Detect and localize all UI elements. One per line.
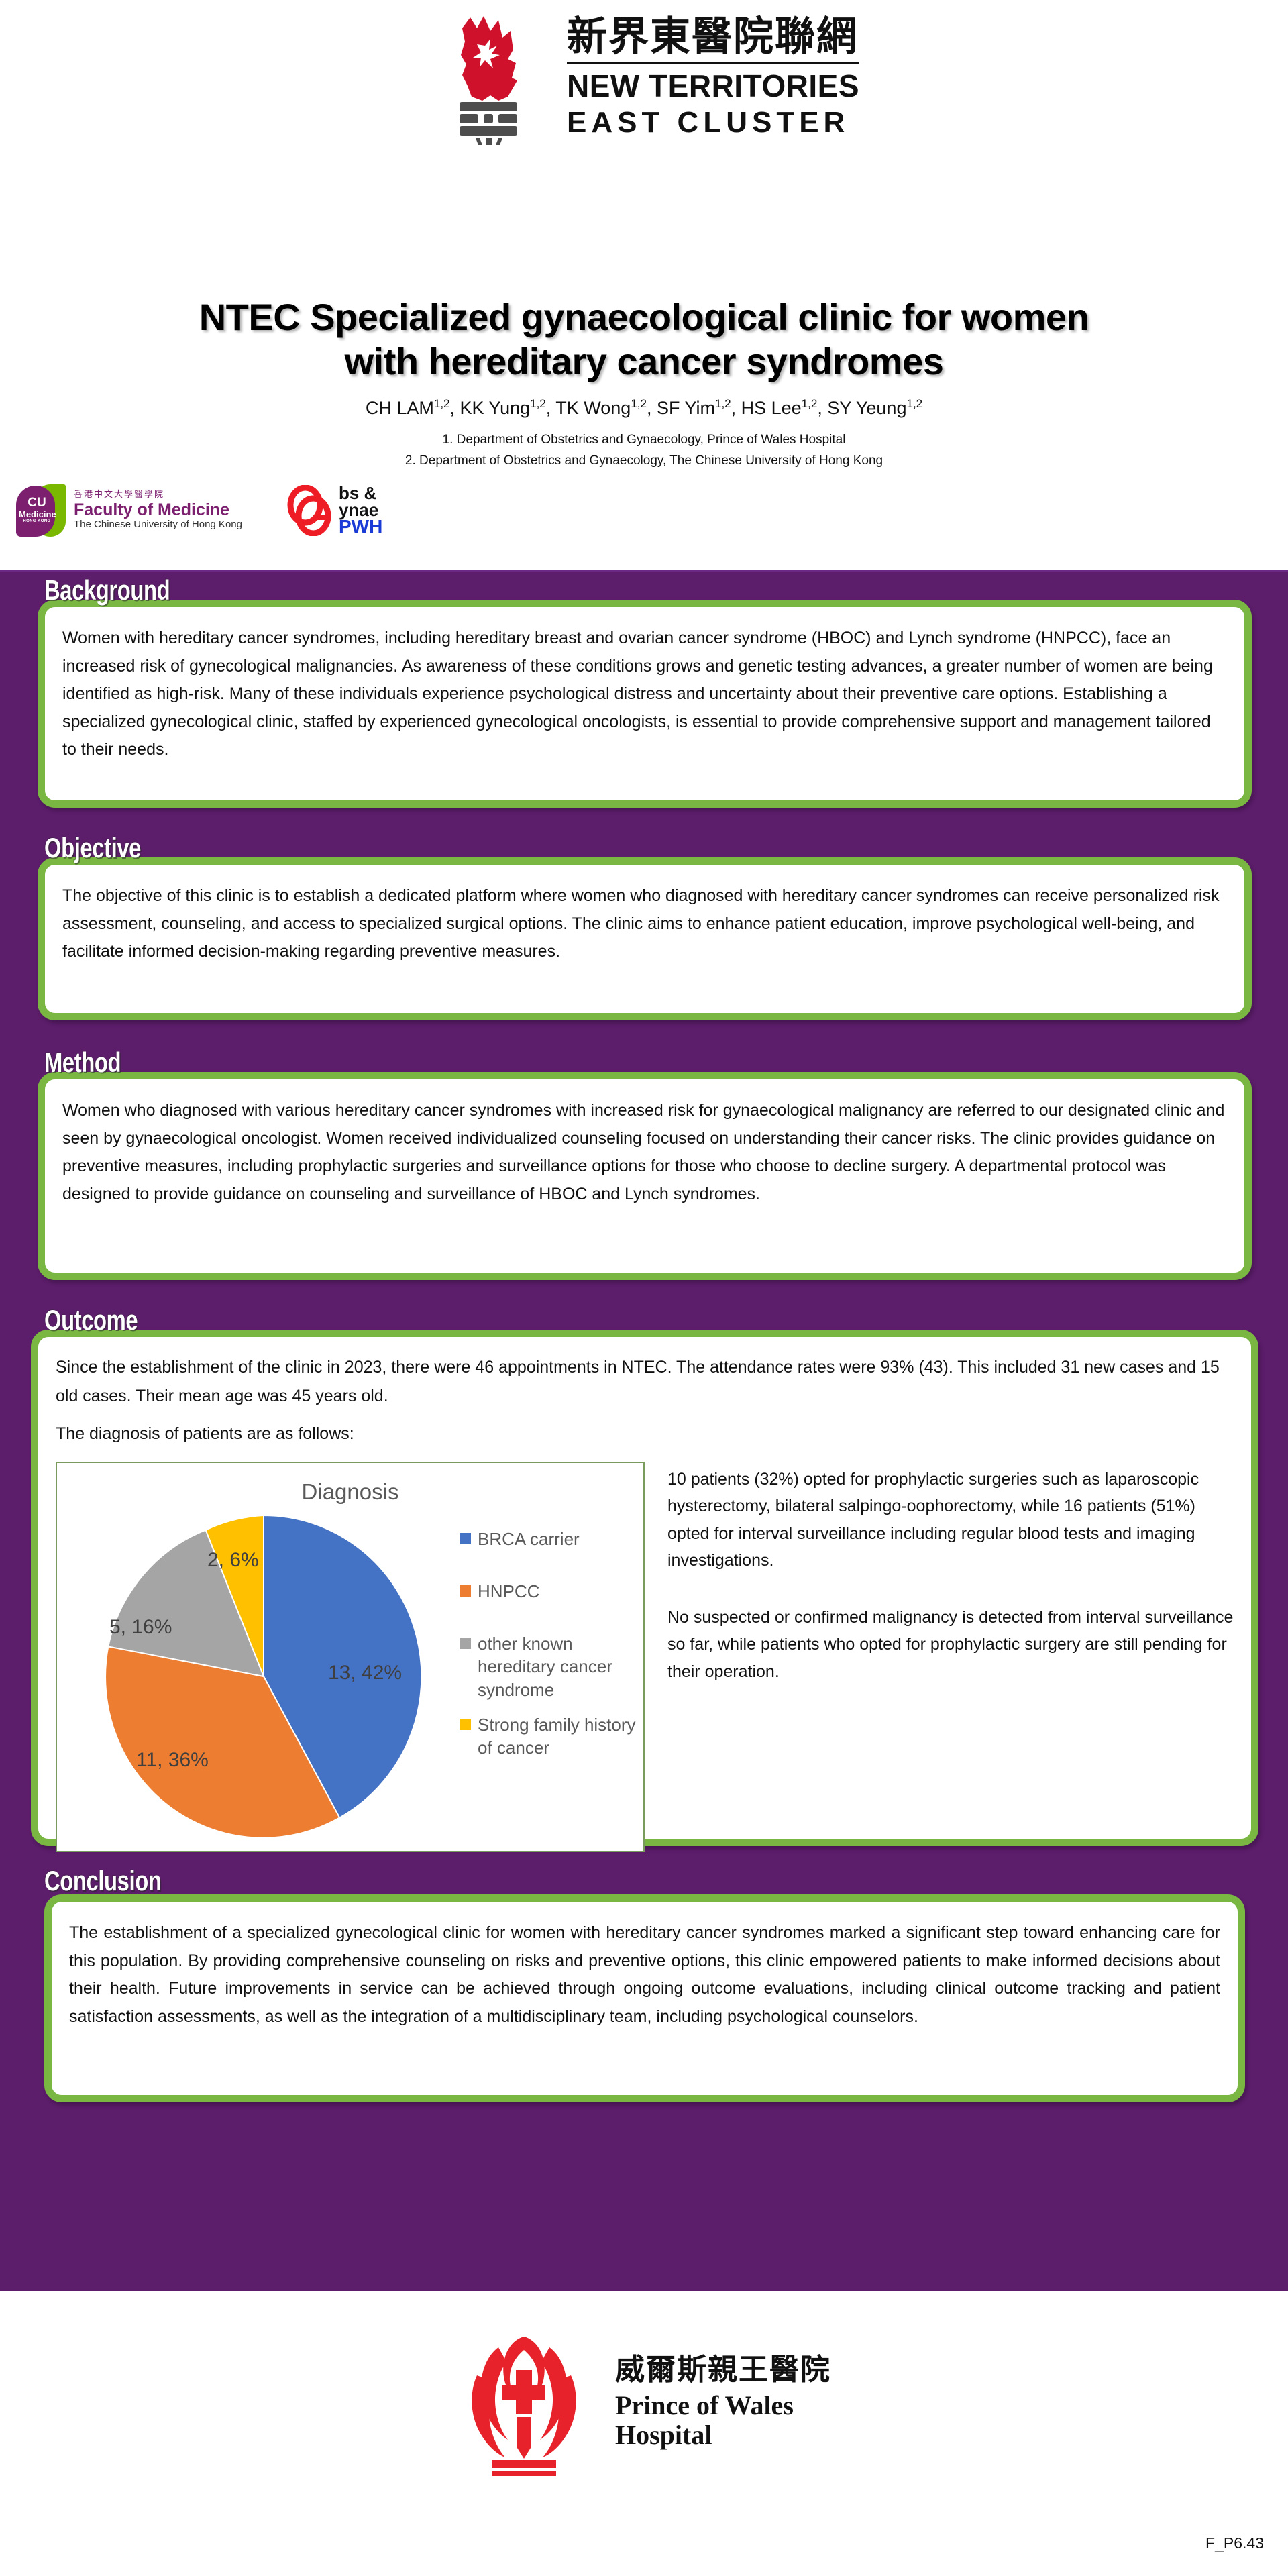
pwh-logo: 威爾斯親王醫院 Prince of Wales Hospital — [0, 2323, 1288, 2481]
legend-label-brca-carrier: BRCA carrier — [478, 1528, 580, 1549]
legend-label-strong-family-history: Strong family history of cancer — [478, 1715, 636, 1758]
chart-legend: BRCA carrier HNPCC other known hereditar… — [460, 1527, 637, 1789]
institution-logos: CU Medicine HONG KONG 香港中文大學醫學院 Faculty … — [16, 484, 382, 537]
legend-swatch-hnpcc — [460, 1585, 471, 1597]
pie-label-brca-carrier: 13, 42% — [328, 1661, 402, 1684]
org-name-chinese: 新界東醫院聯網 — [566, 13, 858, 60]
cu-mark-line1: CU — [28, 496, 46, 510]
og-monogram-icon — [285, 484, 336, 537]
pie-label-strong-family-history: 2, 6% — [207, 1548, 259, 1571]
outcome-side-text: 10 patients (32%) opted for prophylactic… — [667, 1462, 1234, 1852]
pwh-crest-icon — [457, 2323, 591, 2481]
poster-footer: 威爾斯親王醫院 Prince of Wales Hospital F_P6.43 — [0, 2291, 1288, 2576]
poster-body: Background Women with hereditary cancer … — [0, 572, 1288, 2291]
outcome-card: Since the establishment of the clinic in… — [31, 1330, 1258, 1852]
legend-swatch-brca-carrier — [460, 1532, 471, 1544]
section-heading-objective: Objective — [44, 832, 141, 863]
diagnosis-chart: Diagnosis — [56, 1461, 645, 1852]
affiliation-1: 1. Department of Obstetrics and Gynaecol… — [442, 433, 846, 447]
author-list: CH LAM1,2, KK Yung1,2, TK Wong1,2, SF Yi… — [365, 397, 923, 418]
outcome-paragraph-2: The diagnosis of patients are as follows… — [56, 1424, 354, 1443]
cu-medicine-mark-icon: CU Medicine HONG KONG — [16, 484, 66, 537]
hospital-name-line1: Prince of Wales — [615, 2390, 794, 2421]
hospital-name-chinese: 威爾斯親王醫院 — [615, 2352, 831, 2387]
pie-label-hnpcc: 11, 36% — [136, 1748, 209, 1771]
legend-label-hnpcc: HNPCC — [478, 1580, 540, 1601]
outcome-intro: Since the establishment of the clinic in… — [38, 1337, 1251, 1448]
objective-text: The objective of this clinic is to estab… — [62, 886, 1220, 961]
og-line3: PWH — [338, 516, 383, 537]
ntec-logo: 新界東醫院聯網 NEW TERRITORIES EAST CLUSTER — [0, 11, 1288, 145]
org-name-line1: NEW TERRITORIES — [566, 68, 859, 103]
cuhk-university: The Chinese University of Hong Kong — [74, 518, 242, 530]
outcome-paragraph-1: Since the establishment of the clinic in… — [56, 1358, 1220, 1405]
chart-title: Diagnosis — [301, 1479, 399, 1504]
section-heading-outcome: Outcome — [44, 1304, 138, 1336]
poster-title-line2: with hereditary cancer syndromes — [344, 339, 944, 382]
cuhk-faculty: Faculty of Medicine — [74, 500, 229, 519]
legend-label-other-known: other known hereditary cancer syndrome — [478, 1633, 612, 1700]
section-heading-method: Method — [44, 1046, 121, 1078]
cu-mark-line3: HONG KONG — [23, 519, 51, 523]
method-text: Women who diagnosed with various heredit… — [62, 1101, 1225, 1203]
method-card: Women who diagnosed with various heredit… — [38, 1072, 1252, 1280]
pie-slice-strong-family-history-of-cancer — [205, 1514, 264, 1676]
pie-chart: 13, 42% 11, 36% 5, 16% 2, 6% — [69, 1514, 445, 1839]
poster-title-line1: NTEC Specialized gynaecological clinic f… — [199, 296, 1089, 338]
legend-item: other known hereditary cancer syndrome — [460, 1632, 637, 1701]
legend-swatch-strong-family-history — [460, 1719, 471, 1731]
legend-swatch-other-known — [460, 1638, 471, 1650]
og-line2: ynae — [338, 499, 379, 520]
poster-title: NTEC Specialized gynaecological clinic f… — [40, 295, 1248, 383]
background-card: Women with hereditary cancer syndromes, … — [38, 600, 1252, 808]
obs-gynae-pwh-logo: bs & ynae PWH — [285, 483, 383, 537]
cuhk-chinese: 香港中文大學醫學院 — [74, 490, 165, 500]
og-line1: bs & — [338, 483, 377, 504]
hospital-name-line2: Hospital — [615, 2420, 712, 2451]
conclusion-card: The establishment of a specialized gynec… — [44, 1894, 1245, 2102]
background-text: Women with hereditary cancer syndromes, … — [62, 629, 1213, 759]
legend-item: BRCA carrier — [460, 1527, 637, 1550]
outcome-right-paragraph-1: 10 patients (32%) opted for prophylactic… — [667, 1469, 1199, 1570]
pie-slice-brca-carrier — [263, 1514, 423, 1819]
pie-slice-other-known-hereditary-cancer-syndrome — [107, 1528, 265, 1677]
logo-divider — [566, 62, 859, 64]
section-heading-conclusion: Conclusion — [44, 1865, 162, 1896]
org-name-line2: EAST CLUSTER — [566, 105, 850, 139]
cuhk-medicine-logo: CU Medicine HONG KONG 香港中文大學醫學院 Faculty … — [16, 484, 242, 537]
poster-header: 新界東醫院聯網 NEW TERRITORIES EAST CLUSTER NTE… — [0, 0, 1288, 572]
poster-code: F_P6.43 — [1205, 2534, 1264, 2552]
conclusion-text: The establishment of a specialized gynec… — [69, 1923, 1220, 2026]
legend-item: Strong family history of cancer — [460, 1713, 637, 1760]
torch-icon — [429, 11, 549, 145]
affiliation-2: 2. Department of Obstetrics and Gynaecol… — [405, 453, 883, 468]
objective-card: The objective of this clinic is to estab… — [38, 857, 1252, 1020]
pie-label-other-known: 5, 16% — [109, 1615, 172, 1638]
legend-item: HNPCC — [460, 1580, 637, 1603]
section-heading-background: Background — [44, 574, 170, 606]
pie-slice-hnpcc — [105, 1645, 341, 1839]
cu-mark-line2: Medicine — [19, 508, 56, 519]
outcome-right-paragraph-2: No suspected or confirmed malignancy is … — [667, 1607, 1234, 1681]
